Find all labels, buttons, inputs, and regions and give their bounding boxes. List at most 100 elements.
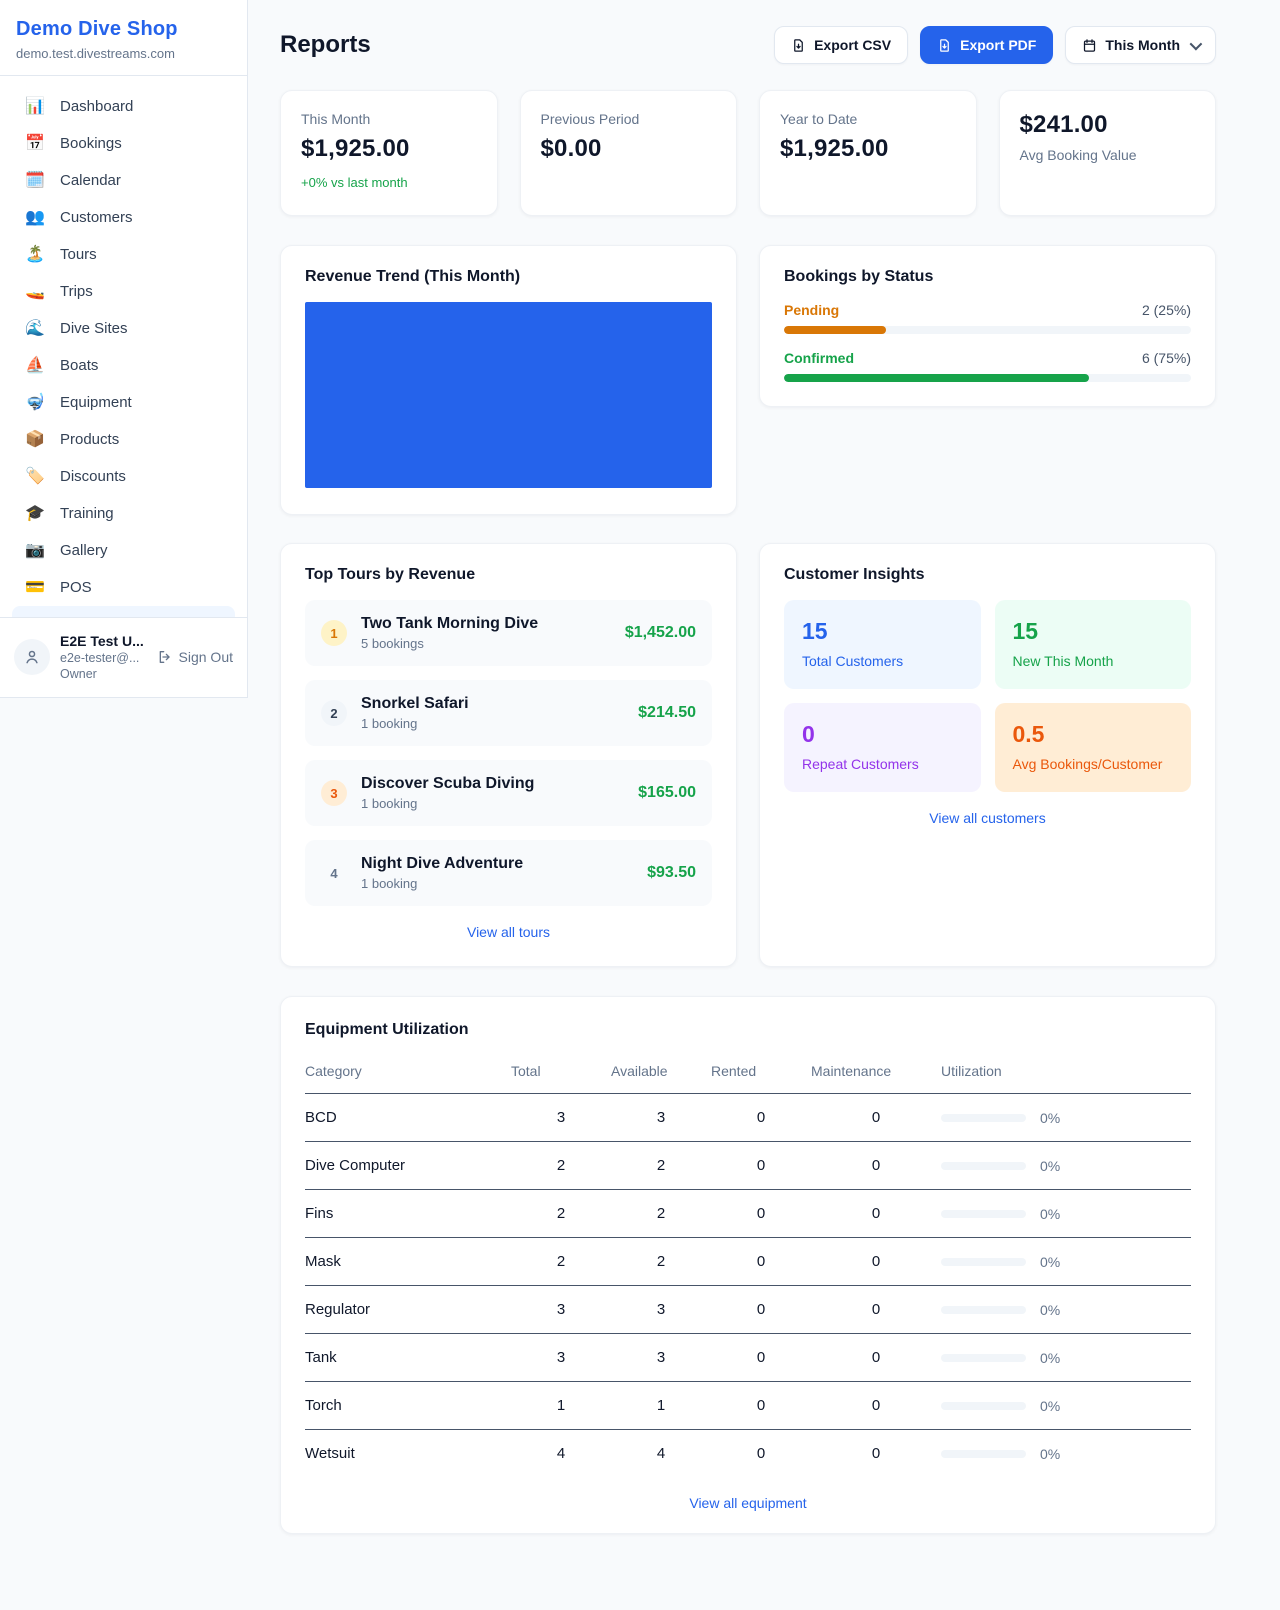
utilization-label: 0% — [1040, 1301, 1061, 1318]
tour-name: Night Dive Adventure — [361, 855, 524, 872]
cell-category: BCD — [305, 1093, 511, 1142]
graduation-cap-icon: 🎓 — [25, 504, 45, 522]
page-header: Reports Export CSV Export PDF — [280, 26, 1216, 64]
sidebar-item-bookings[interactable]: 📅 Bookings — [12, 125, 235, 162]
sidebar-item-equipment[interactable]: 🤿 Equipment — [12, 384, 235, 421]
column-header-total: Total — [511, 1053, 611, 1094]
sidebar-item-discounts[interactable]: 🏷️ Discounts — [12, 458, 235, 495]
view-all-customers-link[interactable]: View all customers — [929, 810, 1046, 826]
package-icon: 📦 — [25, 430, 45, 448]
diving-mask-icon: 🤿 — [25, 393, 45, 411]
table-row: Wetsuit 4 4 0 0 0% — [305, 1430, 1191, 1478]
column-header-available: Available — [611, 1053, 711, 1094]
list-item: 3 Discover Scuba Diving 1 booking $165.0… — [305, 760, 712, 826]
sidebar-item-active-clipped[interactable] — [12, 606, 235, 617]
stat-value: $1,925.00 — [301, 135, 410, 162]
sidebar-item-tours[interactable]: 🏝️ Tours — [12, 236, 235, 273]
insight-tile-new-this-month: 15 New This Month — [994, 600, 1191, 689]
sign-out-button[interactable]: Sign Out — [157, 649, 233, 665]
bookings-by-status-title: Bookings by Status — [784, 268, 934, 285]
tour-bookings: 5 bookings — [361, 636, 424, 651]
insight-value: 0 — [802, 721, 815, 747]
cell-maintenance: 0 — [871, 1445, 881, 1462]
user-avatar-icon — [14, 639, 50, 676]
export-pdf-button[interactable]: Export PDF — [920, 26, 1054, 64]
calendar-icon — [1084, 38, 1096, 52]
insight-label: Total Customers — [802, 653, 904, 669]
cell-total: 3 — [511, 1333, 611, 1382]
tour-name: Two Tank Morning Dive — [361, 615, 539, 632]
stat-value: $1,925.00 — [780, 135, 889, 162]
user-email: e2e-tester@... — [60, 651, 140, 666]
utilization-bar — [941, 1401, 1026, 1410]
sidebar-item-trips[interactable]: 🚤 Trips — [12, 273, 235, 310]
sidebar-item-label: Dashboard — [60, 98, 134, 115]
export-csv-button[interactable]: Export CSV — [774, 26, 909, 64]
cell-category: Regulator — [305, 1285, 511, 1334]
camera-icon: 📷 — [25, 541, 45, 559]
stat-label: Avg Booking Value — [1019, 147, 1137, 163]
top-tours-card: Top Tours by Revenue 1 Two Tank Morning … — [280, 543, 737, 967]
sidebar-item-label: POS — [60, 579, 92, 596]
sidebar-item-gallery[interactable]: 📷 Gallery — [12, 532, 235, 569]
export-pdf-label: Export PDF — [960, 37, 1037, 53]
period-dropdown[interactable]: This Month — [1065, 26, 1216, 64]
column-header-category: Category — [305, 1053, 511, 1094]
cell-rented: 0 — [711, 1189, 811, 1238]
bookings-by-status-card: Bookings by Status Pending 2 (25%) Confi… — [759, 245, 1216, 407]
cell-maintenance: 0 — [811, 1333, 941, 1382]
cell-total: 2 — [511, 1237, 611, 1286]
cell-rented: 0 — [711, 1333, 811, 1382]
charts-row: Revenue Trend (This Month) Bookings by S… — [280, 245, 1216, 515]
equipment-table: Category Total Available Rented Maintena… — [305, 1053, 1191, 1477]
page-title: Reports — [280, 31, 371, 58]
utilization-label: 0% — [1040, 1445, 1061, 1462]
brand: Demo Dive Shop demo.test.divestreams.com — [0, 0, 247, 76]
cell-rented: 0 — [711, 1285, 811, 1334]
sidebar-item-calendar[interactable]: 🗓️ Calendar — [12, 162, 235, 199]
view-all-tours-link[interactable]: View all tours — [466, 924, 550, 940]
insight-value: 15 — [1012, 618, 1039, 644]
cell-maintenance: 0 — [811, 1381, 941, 1430]
cell-category: Fins — [305, 1189, 511, 1238]
user-name: E2E Test U... — [60, 633, 144, 649]
sidebar-item-dashboard[interactable]: 📊 Dashboard — [12, 88, 235, 125]
insight-value: 15 — [802, 618, 828, 644]
sidebar-item-dive-sites[interactable]: 🌊 Dive Sites — [12, 310, 235, 347]
table-row: Tank 3 3 0 0 0% — [305, 1333, 1191, 1382]
sidebar-item-pos[interactable]: 💳 POS — [12, 569, 235, 606]
equipment-utilization-title: Equipment Utilization — [305, 1021, 469, 1038]
sidebar-item-training[interactable]: 🎓 Training — [12, 495, 235, 532]
status-count: 6 (75%) — [1141, 350, 1191, 366]
bar-chart-icon: 📊 — [25, 97, 45, 115]
cell-total: 3 — [511, 1093, 611, 1142]
insight-tile-avg-bookings: 0.5 Avg Bookings/Customer — [994, 703, 1191, 792]
insight-value: 0.5 — [1012, 721, 1045, 747]
sidebar-item-label: Boats — [60, 357, 99, 374]
stat-card-year-to-date: Year to Date $1,925.00 — [759, 90, 977, 216]
sidebar-item-boats[interactable]: ⛵ Boats — [12, 347, 235, 384]
sidebar-item-products[interactable]: 📦 Products — [12, 421, 235, 458]
cell-total: 2 — [511, 1189, 611, 1238]
cell-total: 3 — [511, 1285, 611, 1334]
sidebar-item-customers[interactable]: 👥 Customers — [12, 199, 235, 236]
utilization-bar — [941, 1161, 1026, 1170]
customer-insights-card: Customer Insights 15 Total Customers 15 … — [759, 543, 1216, 967]
utilization-bar — [941, 1353, 1026, 1362]
status-row-confirmed: Confirmed 6 (75%) — [784, 350, 1191, 382]
cell-rented: 0 — [711, 1093, 811, 1142]
cell-maintenance: 0 — [811, 1285, 941, 1334]
cell-rented: 0 — [711, 1237, 811, 1286]
cell-available: 3 — [611, 1285, 711, 1334]
file-download-icon — [794, 38, 803, 52]
view-all-equipment-link[interactable]: View all equipment — [689, 1495, 807, 1511]
utilization-bar — [941, 1449, 1026, 1458]
cell-available: 2 — [611, 1189, 711, 1238]
list-item: 4 Night Dive Adventure 1 booking $93.50 — [305, 840, 712, 906]
stat-label: Previous Period — [540, 111, 640, 127]
table-row: Mask 2 2 0 0 0% — [305, 1237, 1191, 1286]
speedboat-icon: 🚤 — [25, 282, 45, 300]
sidebar-item-label: Dive Sites — [60, 320, 128, 337]
cell-maintenance: 0 — [811, 1141, 941, 1190]
user-panel: E2E Test U... e2e-tester@... Owner Sign … — [0, 617, 247, 697]
